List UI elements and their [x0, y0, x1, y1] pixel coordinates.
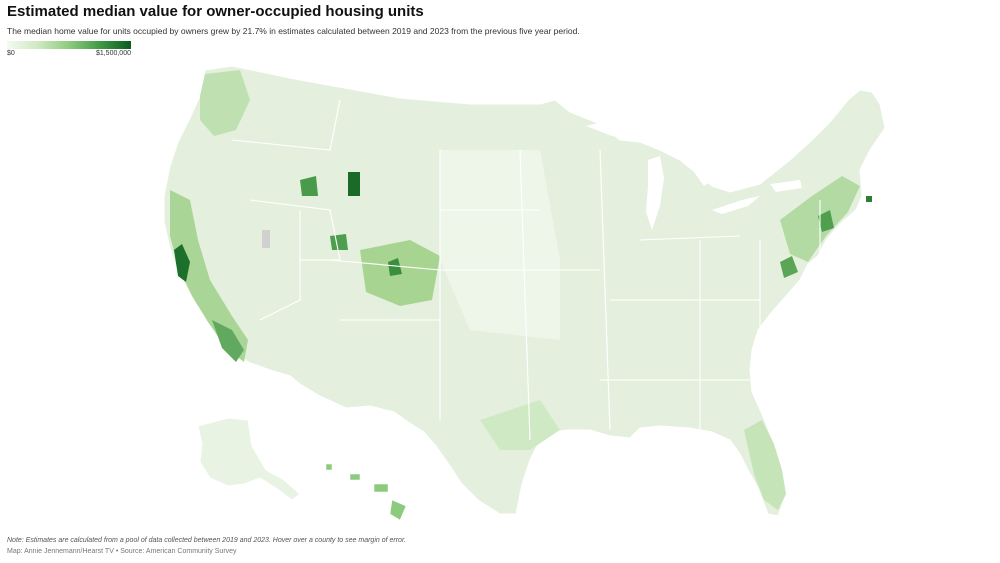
teton-county-hotspot [348, 172, 360, 196]
lake-superior [586, 118, 668, 140]
nyc-metro-hotspot [818, 210, 834, 232]
west-coast-region [170, 190, 248, 362]
texas-triangle-region [480, 400, 560, 450]
lake-michigan [646, 156, 664, 230]
color-legend: $0 $1,500,000 [7, 41, 131, 57]
pacific-northwest-region [200, 70, 250, 136]
alaska[interactable] [197, 417, 301, 501]
lake-huron [690, 150, 718, 186]
lake-erie [712, 196, 760, 214]
dc-metro-hotspot [780, 256, 798, 278]
florida-region [744, 420, 786, 510]
no-data-county-nevada [262, 230, 270, 248]
legend-max-label: $1,500,000 [95, 50, 131, 57]
county-map[interactable] [0, 60, 1000, 530]
state-borders [231, 99, 821, 441]
map-credit: Map: Annie Jennemann/Hearst TV • Source:… [7, 548, 237, 555]
chart-subtitle: The median home value for units occupied… [7, 26, 580, 36]
legend-gradient [7, 41, 131, 49]
hawaii[interactable] [325, 463, 407, 521]
park-city-hotspot [330, 234, 348, 250]
aspen-hotspot [388, 258, 402, 276]
legend-min-label: $0 [7, 50, 15, 57]
great-plains-region [440, 150, 560, 340]
southern-california-hotspot [212, 320, 244, 362]
nantucket-hotspot [866, 196, 872, 202]
map-note: Note: Estimates are calculated from a po… [7, 537, 406, 544]
lake-ontario [770, 180, 802, 192]
sun-valley-hotspot [300, 176, 318, 196]
bay-area-hotspot [174, 244, 190, 282]
chart-title: Estimated median value for owner-occupie… [7, 3, 424, 20]
